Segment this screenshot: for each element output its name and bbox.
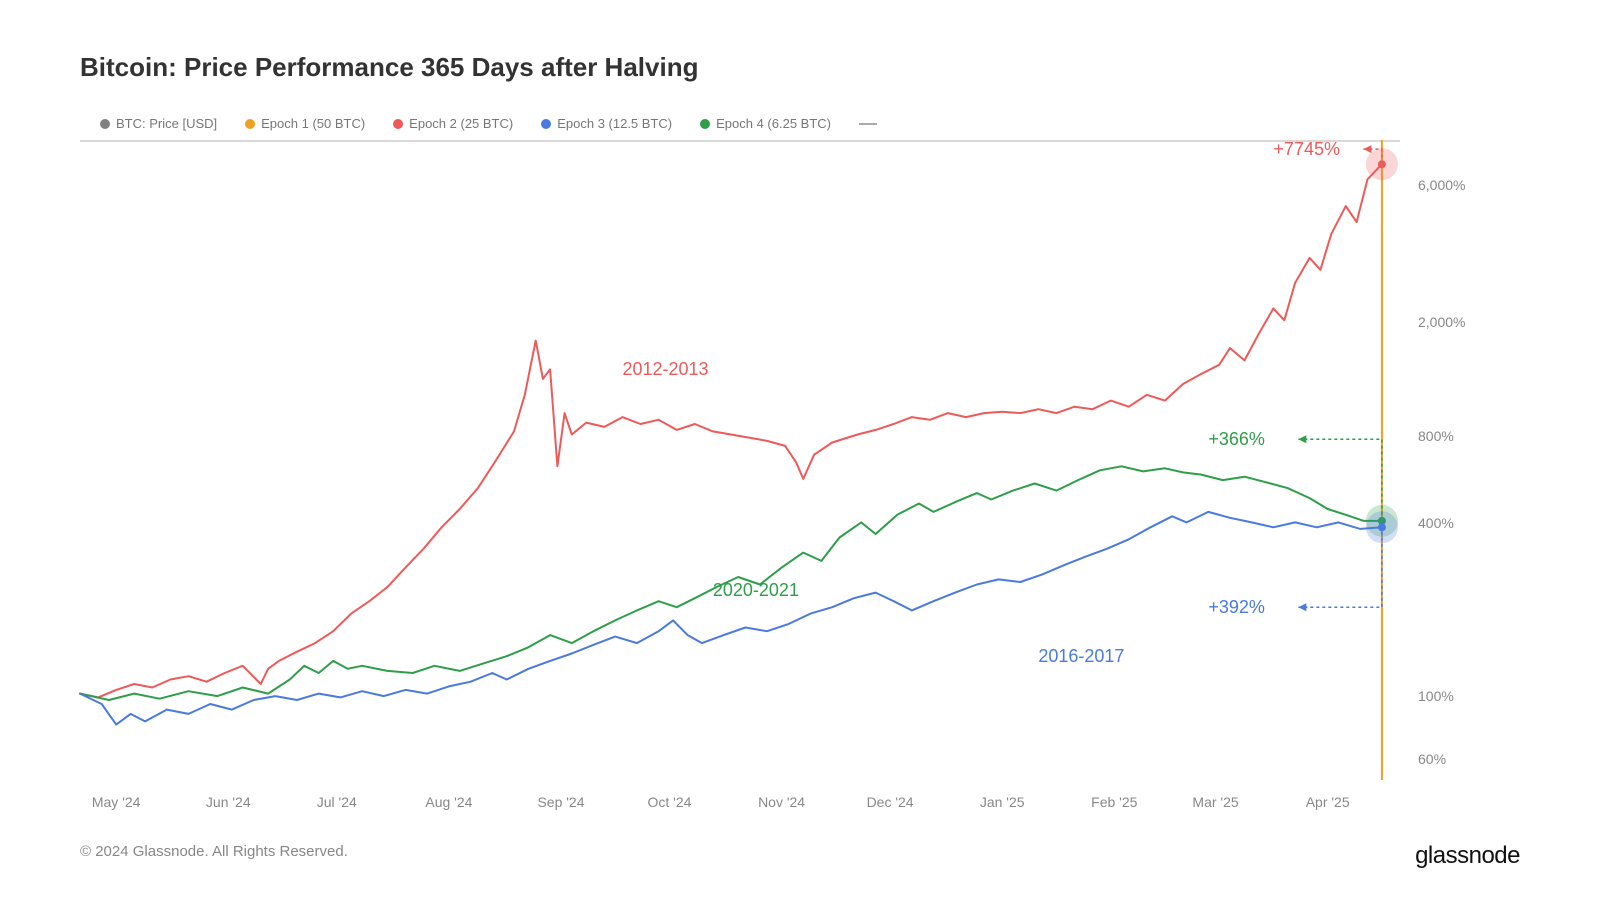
x-tick: Nov '24 xyxy=(758,794,805,810)
legend-item-e2: Epoch 2 (25 BTC) xyxy=(393,116,513,131)
chart-svg xyxy=(80,140,1400,780)
copyright: © 2024 Glassnode. All Rights Reserved. xyxy=(80,843,348,860)
series-epoch4 xyxy=(80,466,1382,700)
chart-title: Bitcoin: Price Performance 365 Days afte… xyxy=(80,52,698,83)
legend-label: Epoch 3 (12.5 BTC) xyxy=(557,116,672,131)
y-tick: 400% xyxy=(1418,515,1454,531)
plot-area: May '24Jun '24Jul '24Aug '24Sep '24Oct '… xyxy=(80,140,1400,780)
legend-line-swatch xyxy=(859,123,877,125)
x-tick: Jan '25 xyxy=(980,794,1025,810)
callout-arrow xyxy=(1363,145,1371,153)
y-tick: 60% xyxy=(1418,751,1446,767)
x-tick: May '24 xyxy=(92,794,141,810)
legend-label: Epoch 2 (25 BTC) xyxy=(409,116,513,131)
series-epoch3 xyxy=(80,512,1382,725)
legend-item-e1: Epoch 1 (50 BTC) xyxy=(245,116,365,131)
x-tick: Oct '24 xyxy=(648,794,692,810)
legend-dot xyxy=(393,119,403,129)
legend-label: BTC: Price [USD] xyxy=(116,116,217,131)
legend-item-e3: Epoch 3 (12.5 BTC) xyxy=(541,116,672,131)
legend-dot xyxy=(541,119,551,129)
legend-label: Epoch 4 (6.25 BTC) xyxy=(716,116,831,131)
x-tick: Feb '25 xyxy=(1091,794,1137,810)
y-tick: 6,000% xyxy=(1418,177,1465,193)
x-tick: Apr '25 xyxy=(1306,794,1350,810)
legend-item-e4: Epoch 4 (6.25 BTC) xyxy=(700,116,831,131)
legend: BTC: Price [USD] Epoch 1 (50 BTC) Epoch 2 … xyxy=(100,116,877,131)
legend-dot xyxy=(700,119,710,129)
callout-arrow xyxy=(1298,435,1306,443)
x-tick: Jun '24 xyxy=(206,794,251,810)
brand-logo: glassnode xyxy=(1415,842,1520,870)
x-tick: Aug '24 xyxy=(425,794,472,810)
y-tick: 800% xyxy=(1418,428,1454,444)
x-tick: Mar '25 xyxy=(1192,794,1238,810)
y-tick: 100% xyxy=(1418,688,1454,704)
x-tick: Sep '24 xyxy=(537,794,584,810)
legend-dot xyxy=(100,119,110,129)
legend-item-line xyxy=(859,123,877,125)
legend-dot xyxy=(245,119,255,129)
callout-line xyxy=(1298,439,1382,521)
x-tick: Dec '24 xyxy=(867,794,914,810)
callout-line xyxy=(1298,527,1382,607)
y-tick: 2,000% xyxy=(1418,314,1465,330)
x-tick: Jul '24 xyxy=(317,794,357,810)
legend-label: Epoch 1 (50 BTC) xyxy=(261,116,365,131)
legend-item-btc: BTC: Price [USD] xyxy=(100,116,217,131)
callout-arrow xyxy=(1298,603,1306,611)
series-epoch2 xyxy=(80,164,1382,697)
